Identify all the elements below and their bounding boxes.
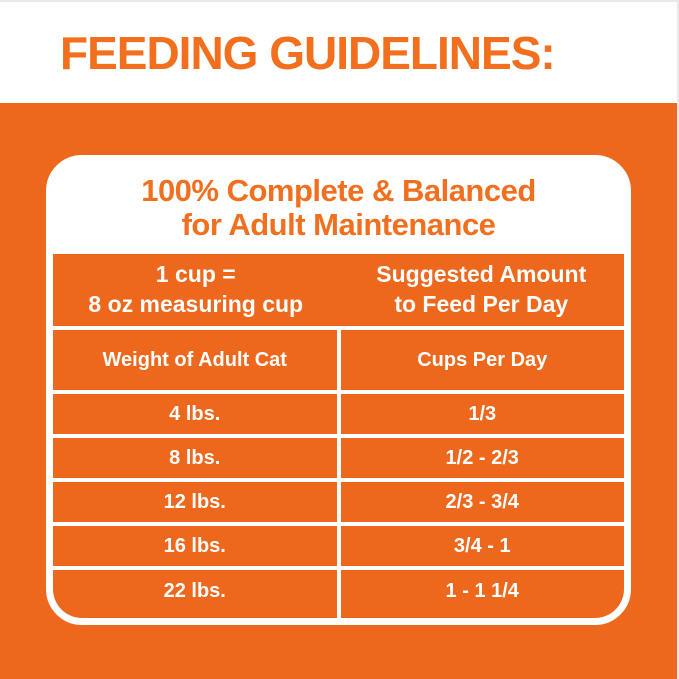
card-header: 100% Complete & Balanced for Adult Maint…: [53, 162, 624, 254]
cup-note-cell: 1 cup = 8 oz measuring cup: [53, 254, 339, 326]
table-row: 4 lbs. 1/3: [53, 394, 624, 434]
cups-cell: 3/4 - 1: [340, 526, 624, 566]
page-title: FEEDING GUIDELINES:: [60, 26, 556, 79]
orange-background: 100% Complete & Balanced for Adult Maint…: [0, 103, 677, 679]
suggested-line1: Suggested Amount: [376, 261, 587, 288]
table-row: 22 lbs. 1 - 1 1/4: [53, 570, 624, 618]
cups-cell: 1 - 1 1/4: [340, 570, 624, 618]
feeding-table: 1 cup = 8 oz measuring cup Suggested Amo…: [53, 254, 624, 618]
column-header-cups: Cups Per Day: [340, 330, 624, 390]
card-header-line2: for Adult Maintenance: [181, 207, 496, 242]
weight-cell: 16 lbs.: [53, 526, 337, 566]
cups-cell: 1/3: [340, 394, 624, 434]
suggested-amount-cell: Suggested Amount to Feed Per Day: [339, 254, 625, 326]
feeding-table-card: 100% Complete & Balanced for Adult Maint…: [46, 155, 631, 625]
table-row: 16 lbs. 3/4 - 1: [53, 526, 624, 566]
weight-cell: 22 lbs.: [53, 570, 337, 618]
table-header-row: Weight of Adult Cat Cups Per Day: [53, 330, 624, 390]
cup-note-line2: 8 oz measuring cup: [88, 291, 304, 317]
table-row: 12 lbs. 2/3 - 3/4: [53, 482, 624, 522]
cups-cell: 2/3 - 3/4: [340, 482, 624, 522]
weight-cell: 4 lbs.: [53, 394, 337, 434]
weight-cell: 8 lbs.: [53, 438, 337, 478]
suggested-line2: to Feed Per Day: [394, 291, 569, 317]
column-header-weight: Weight of Adult Cat: [53, 330, 337, 390]
title-bar: FEEDING GUIDELINES:: [0, 2, 677, 103]
weight-cell: 12 lbs.: [53, 482, 337, 522]
cup-note-line1: 1 cup =: [155, 261, 236, 288]
card-header-line1: 100% Complete & Balanced: [141, 172, 536, 208]
table-row-measure-info: 1 cup = 8 oz measuring cup Suggested Amo…: [53, 254, 624, 326]
cups-cell: 1/2 - 2/3: [340, 438, 624, 478]
table-row: 8 lbs. 1/2 - 2/3: [53, 438, 624, 478]
